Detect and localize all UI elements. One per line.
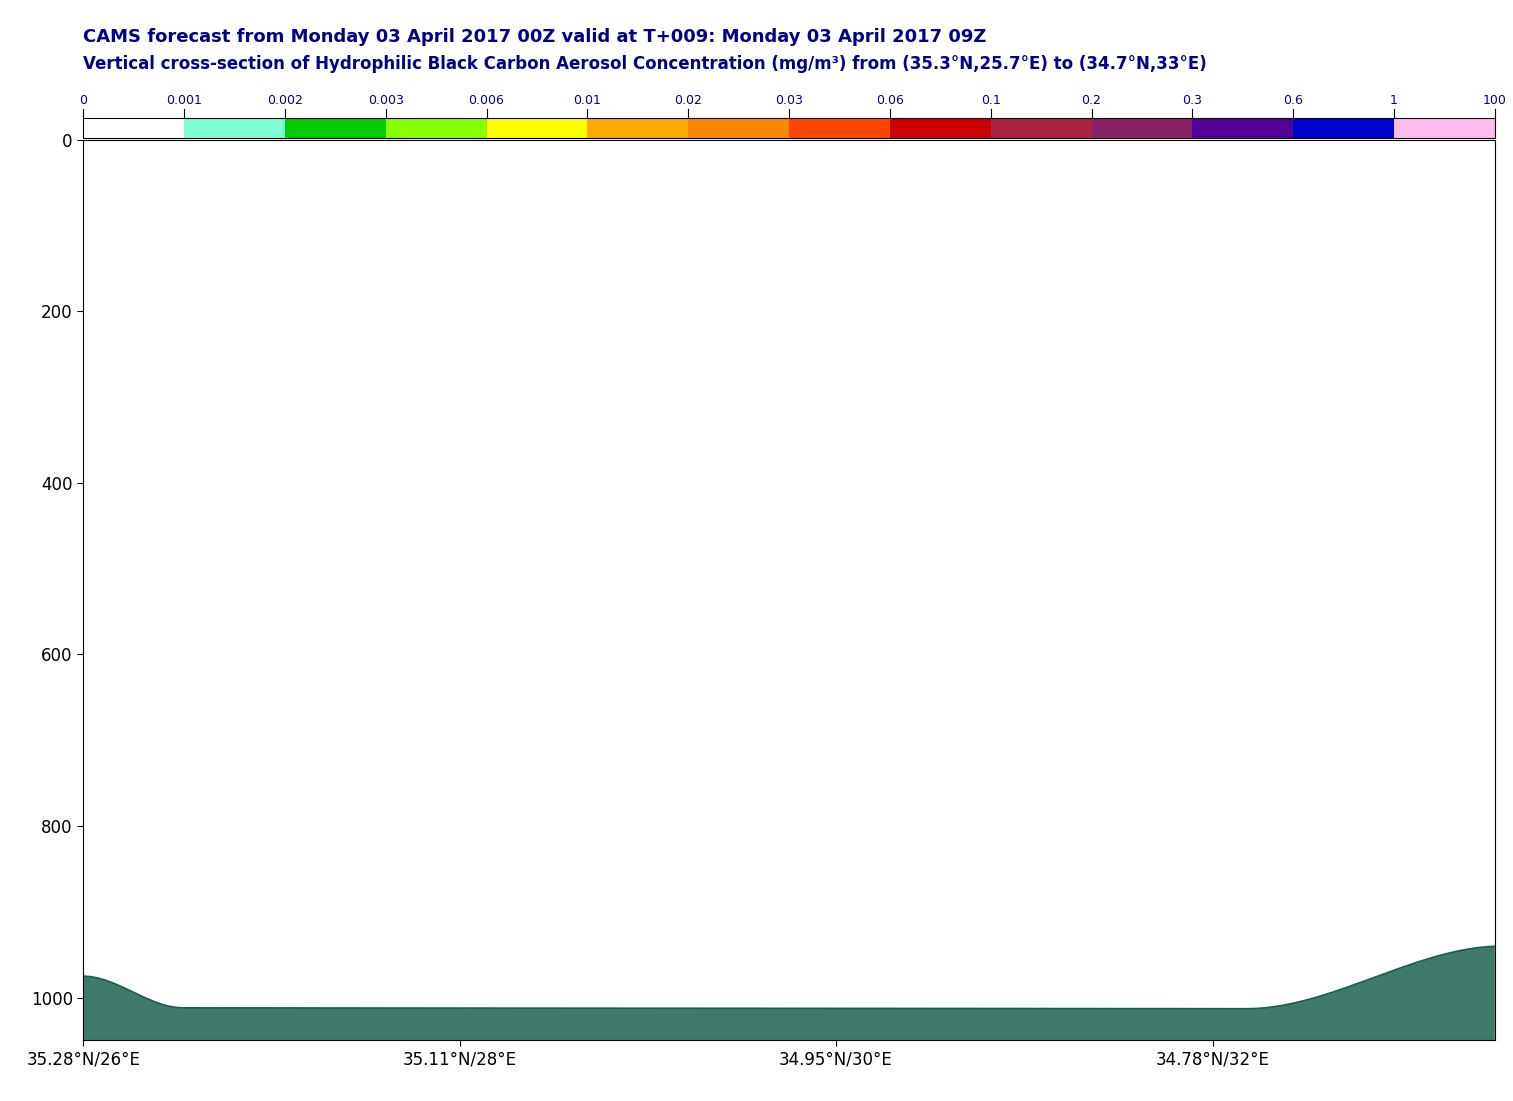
- Text: 0.3: 0.3: [1183, 94, 1203, 107]
- Text: 0.03: 0.03: [775, 94, 803, 107]
- Text: 0.002: 0.002: [266, 94, 303, 107]
- Text: CAMS forecast from Monday 03 April 2017 00Z valid at T+009: Monday 03 April 2017: CAMS forecast from Monday 03 April 2017 …: [83, 28, 986, 45]
- Text: 0.01: 0.01: [573, 94, 601, 107]
- Text: 0.003: 0.003: [368, 94, 404, 107]
- Text: 0.001: 0.001: [166, 94, 201, 107]
- Text: 0.006: 0.006: [469, 94, 504, 107]
- Text: 0: 0: [79, 94, 88, 107]
- Text: 1: 1: [1390, 94, 1398, 107]
- Text: 0.06: 0.06: [876, 94, 903, 107]
- Text: 0.6: 0.6: [1283, 94, 1303, 107]
- Text: 100: 100: [1483, 94, 1507, 107]
- Text: 0.2: 0.2: [1082, 94, 1101, 107]
- Text: Vertical cross-section of Hydrophilic Black Carbon Aerosol Concentration (mg/m³): Vertical cross-section of Hydrophilic Bl…: [83, 55, 1207, 73]
- Text: 0.1: 0.1: [980, 94, 1000, 107]
- Text: 0.02: 0.02: [675, 94, 702, 107]
